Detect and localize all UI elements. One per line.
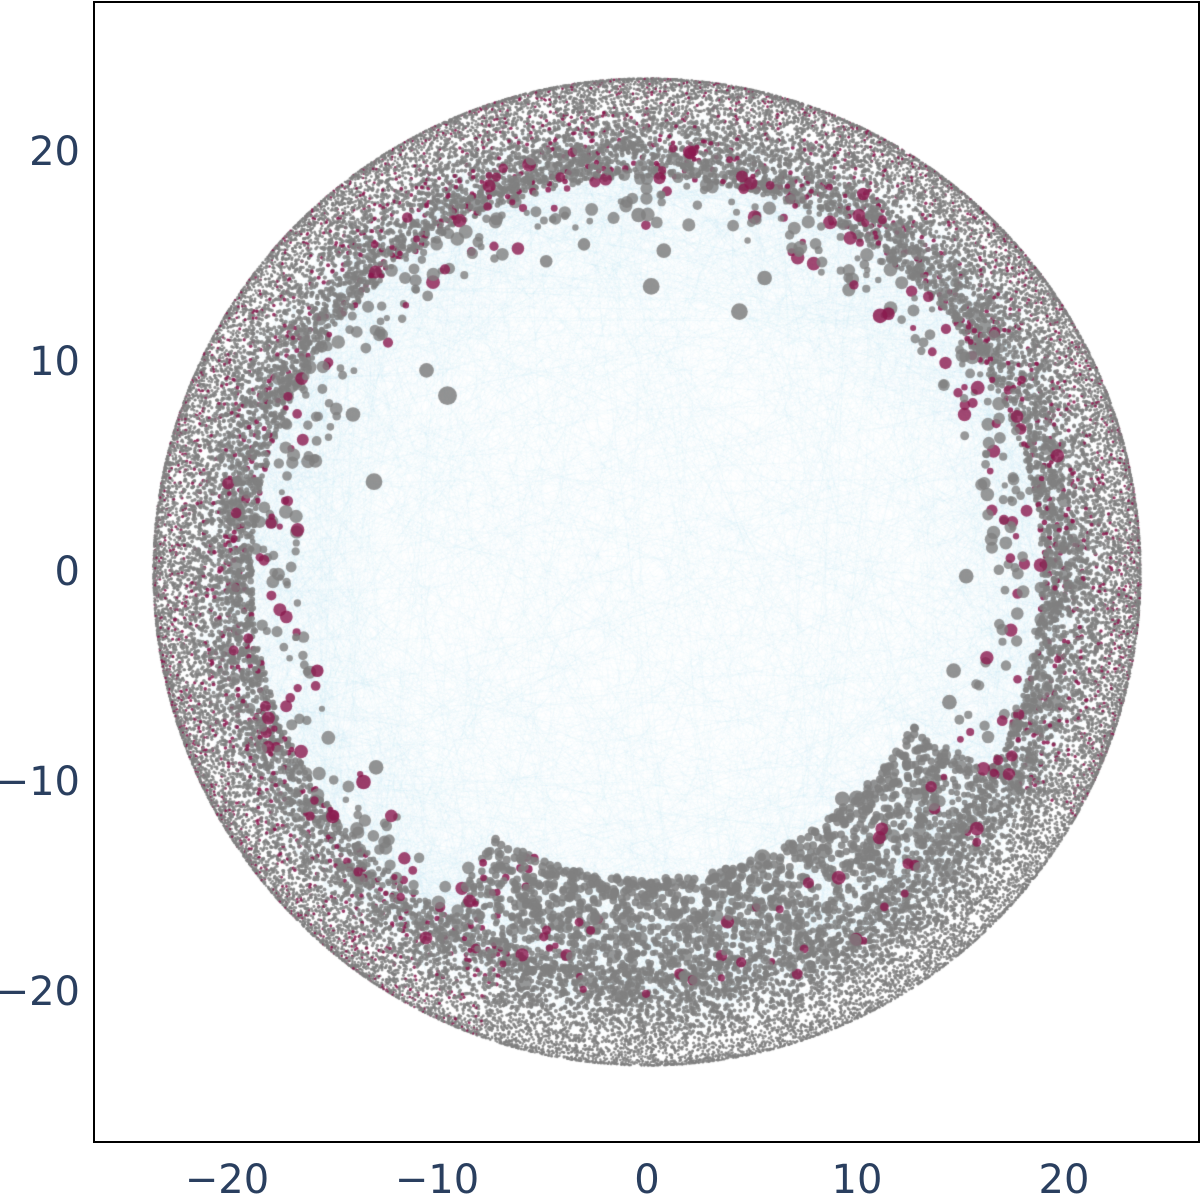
network-graph-canvas bbox=[95, 3, 1198, 1141]
y-tick-label: −20 bbox=[0, 969, 80, 1015]
x-tick-label: 0 bbox=[634, 1157, 660, 1203]
y-tick-label: 0 bbox=[54, 549, 80, 595]
y-tick-label: −10 bbox=[0, 759, 80, 805]
x-tick-label: 10 bbox=[831, 1157, 883, 1203]
y-tick-label: 20 bbox=[29, 129, 80, 175]
y-tick-label: 10 bbox=[29, 339, 80, 385]
x-tick-label: −20 bbox=[184, 1157, 270, 1203]
plot-area bbox=[93, 1, 1200, 1143]
x-tick-label: 20 bbox=[1038, 1157, 1090, 1203]
x-tick-label: −10 bbox=[394, 1157, 480, 1203]
